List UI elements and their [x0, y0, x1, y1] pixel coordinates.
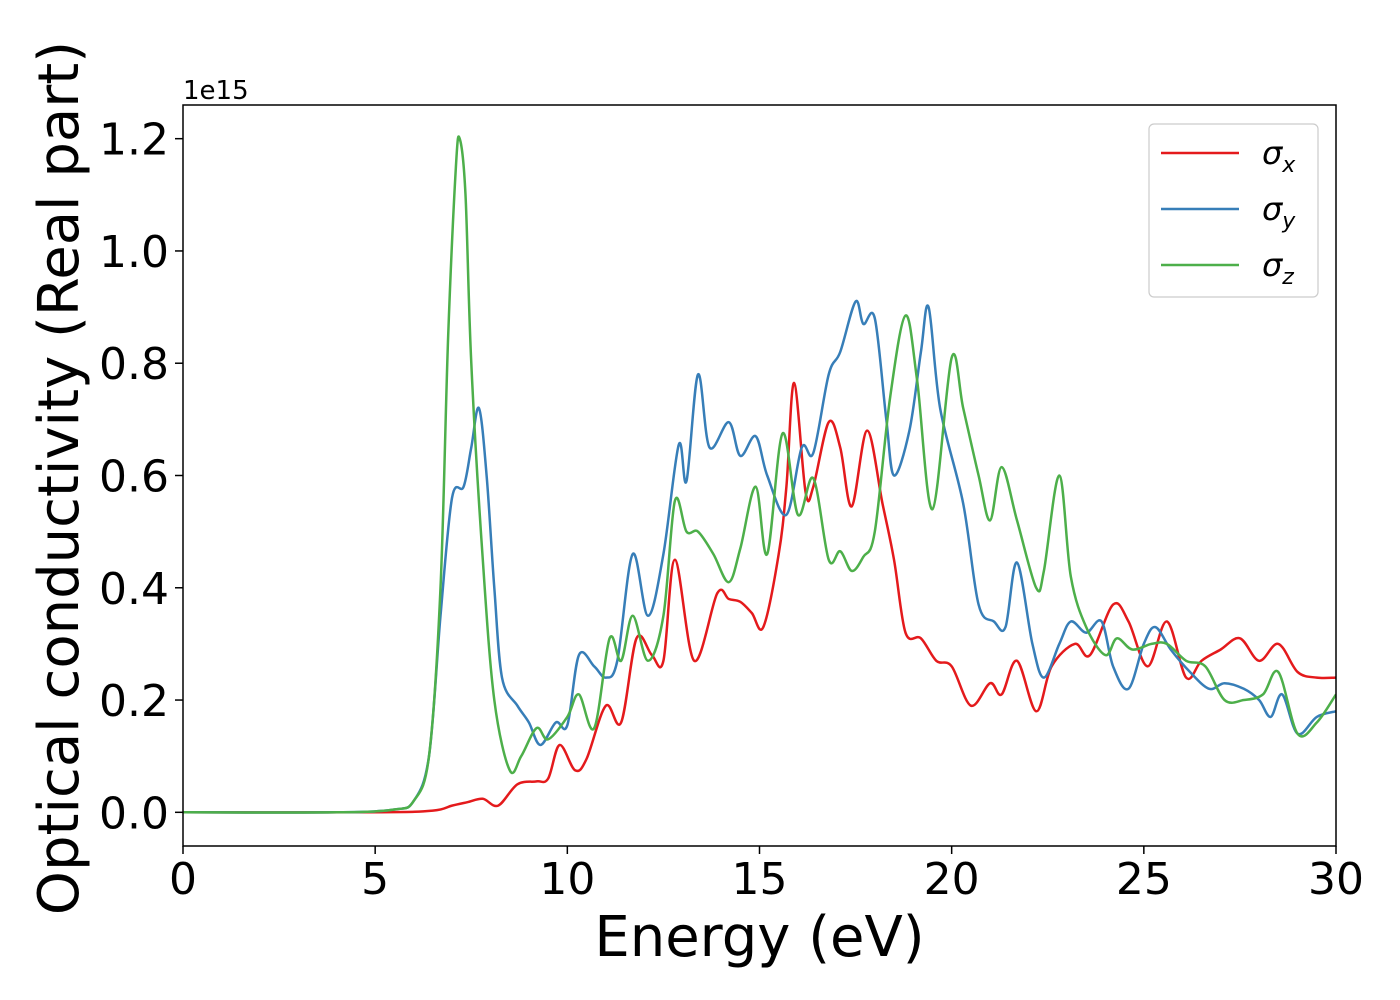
x-axis-label: Energy (eV) — [594, 905, 924, 970]
y-tick-label: 1.0 — [99, 227, 169, 278]
y-tick-label: 1.2 — [99, 115, 169, 166]
y-axis-label: Optical conductivity (Real part) — [27, 41, 92, 915]
series-line-y — [183, 299, 1336, 814]
legend-label-z: σz — [1262, 246, 1294, 290]
y-offset-text: 1e15 — [183, 76, 249, 106]
y-tick-label: 0.2 — [99, 676, 169, 727]
x-tick-label: 25 — [1116, 854, 1172, 905]
y-axis-ticks: 0.0 0.2 0.4 0.6 0.8 1.0 1.2 — [99, 115, 183, 839]
y-tick-label: 0.8 — [99, 339, 169, 390]
x-axis-ticks: 0 5 10 15 20 25 30 — [169, 846, 1364, 905]
x-tick-label: 10 — [539, 854, 595, 905]
x-tick-label: 20 — [924, 854, 980, 905]
y-tick-label: 0.4 — [99, 564, 169, 615]
x-tick-label: 0 — [169, 854, 197, 905]
x-tick-label: 5 — [361, 854, 389, 905]
x-tick-label: 15 — [732, 854, 788, 905]
y-tick-label: 0.6 — [99, 452, 169, 503]
series-line-z — [183, 135, 1336, 814]
series-layer — [183, 135, 1336, 814]
legend-box — [1148, 123, 1319, 298]
y-tick-label: 0.0 — [99, 788, 169, 839]
x-tick-label: 30 — [1308, 854, 1364, 905]
